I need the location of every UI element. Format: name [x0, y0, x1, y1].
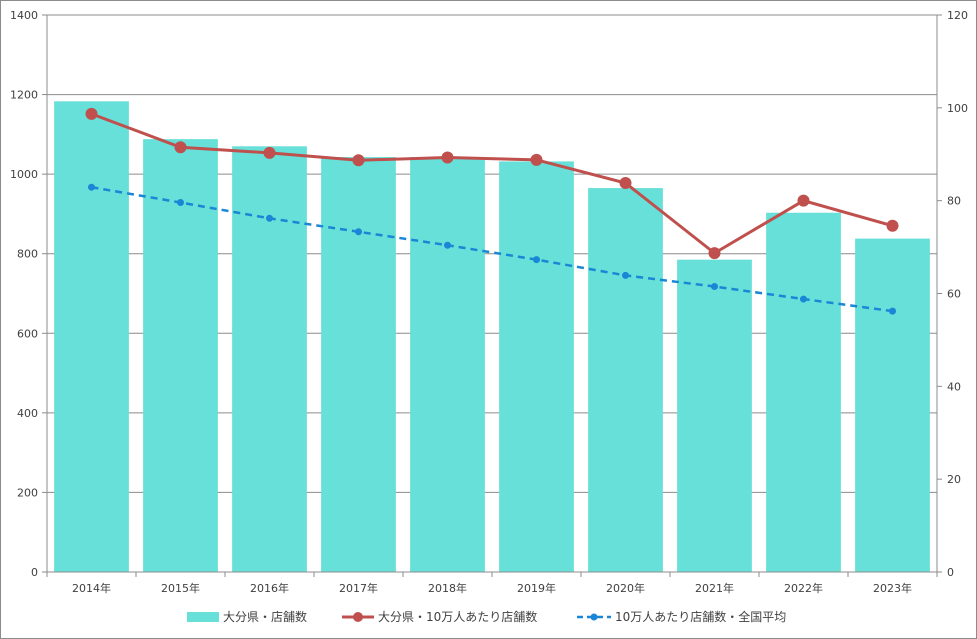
legend-marker-oita-per100k [353, 612, 363, 622]
point-0-4 [441, 151, 454, 164]
point-0-7 [708, 247, 721, 260]
y-right-tick-label: 20 [947, 473, 961, 486]
bar-2023年 [855, 238, 930, 573]
bar-2016年 [232, 146, 307, 573]
x-tick-label: 2019年 [517, 581, 556, 595]
x-tick-label: 2014年 [72, 581, 111, 595]
legend-swatch-stores [187, 612, 219, 622]
point-1-8 [800, 295, 807, 303]
line-series-1 [91, 185, 893, 313]
y-right-tick-label: 60 [947, 288, 961, 301]
x-tick-label: 2017年 [339, 581, 378, 595]
bar-2019年 [499, 161, 574, 572]
legend-marker-national-avg [590, 613, 598, 621]
axes: 0 200 400 600 800 1000 1200 1400 0 20 40 60 80 100 120… [10, 9, 968, 595]
bar-2022年 [766, 212, 841, 573]
y-left-tick-label: 1000 [10, 168, 38, 181]
point-1-2 [266, 214, 273, 222]
legend-label-oita-per100k: 大分県・10万人あたり店舗数 [378, 609, 537, 624]
y-left-tick-label: 600 [17, 327, 38, 340]
x-tick-label: 2018年 [428, 581, 467, 595]
bar-2015年 [143, 139, 218, 573]
y-left-tick-label: 1400 [10, 9, 38, 22]
point-0-0 [85, 107, 98, 120]
y-right-tick-label: 0 [947, 566, 954, 579]
point-0-8 [797, 194, 810, 207]
legend: 大分県・店舗数 大分県・10万人あたり店舗数 10万人あたり店舗数・全国平均 [187, 609, 786, 624]
legend-label-stores: 大分県・店舗数 [223, 609, 307, 624]
bar-series-stores [54, 101, 930, 573]
point-1-7 [711, 283, 718, 291]
y-right-tick-label: 100 [947, 102, 968, 115]
y-right-tick-label: 40 [947, 380, 961, 393]
line-series-0 [90, 112, 893, 255]
y-left-tick-label: 1200 [10, 89, 38, 102]
bar-2021年 [677, 259, 752, 572]
bar-2018年 [410, 157, 485, 572]
x-tick-label: 2016年 [250, 581, 289, 595]
x-tick-label: 2023年 [873, 581, 912, 595]
point-0-2 [263, 146, 276, 159]
legend-label-national-avg: 10万人あたり店舗数・全国平均 [615, 609, 786, 624]
line-series [85, 107, 899, 315]
bar-2020年 [588, 188, 663, 572]
x-tick-label: 2022年 [784, 581, 823, 595]
point-0-3 [352, 154, 365, 167]
point-1-3 [355, 228, 362, 236]
y-left-tick-label: 400 [17, 407, 38, 420]
x-tick-label: 2015年 [161, 581, 200, 595]
point-1-4 [444, 241, 451, 249]
y-left-tick-label: 200 [17, 486, 38, 499]
y-left-tick-label: 800 [17, 248, 38, 261]
y-left-tick-label: 0 [31, 566, 38, 579]
point-0-6 [619, 177, 632, 190]
point-1-9 [889, 307, 896, 315]
bar-2014年 [54, 101, 129, 573]
y-right-tick-label: 120 [947, 9, 968, 22]
point-1-1 [177, 199, 184, 207]
point-1-6 [622, 271, 629, 279]
y-right-tick-label: 80 [947, 195, 961, 208]
x-tick-label: 2020年 [606, 581, 645, 595]
point-1-5 [533, 256, 540, 264]
point-0-1 [174, 141, 187, 154]
point-0-9 [886, 219, 899, 232]
point-1-0 [88, 183, 95, 191]
bar-2017年 [321, 157, 396, 572]
point-0-5 [530, 153, 543, 166]
x-tick-label: 2021年 [695, 581, 734, 595]
